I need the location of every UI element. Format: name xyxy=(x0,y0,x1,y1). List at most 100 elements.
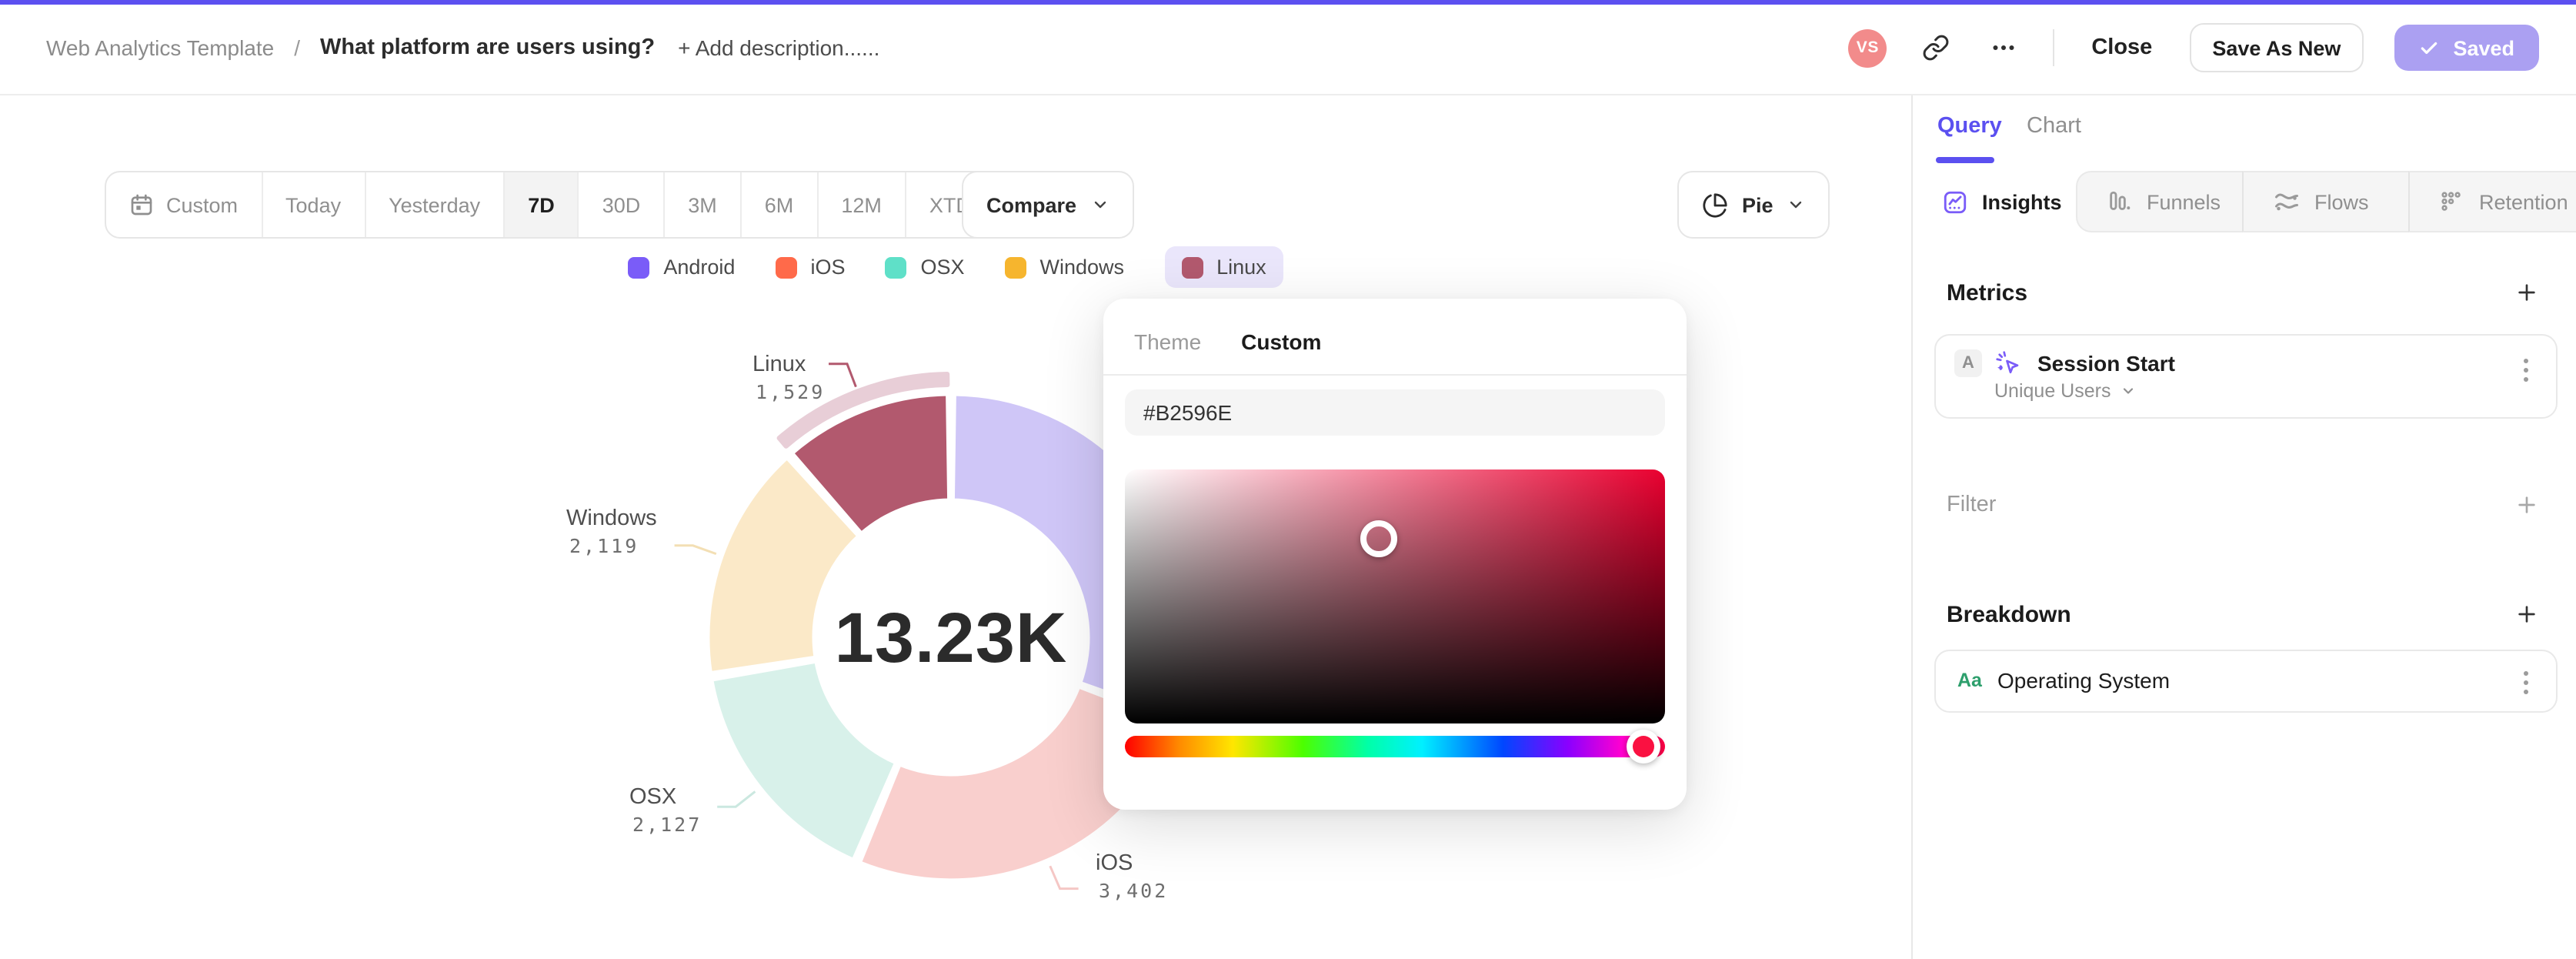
date-range-7d[interactable]: 7D xyxy=(503,172,578,237)
date-range-custom[interactable]: Custom xyxy=(106,172,261,237)
funnels-icon xyxy=(2107,189,2133,215)
add-description-button[interactable]: + Add description...... xyxy=(678,35,880,60)
label-leader-line xyxy=(1049,865,1079,890)
slice-label-name: iOS xyxy=(1096,851,1133,876)
hue-slider[interactable] xyxy=(1125,730,1665,764)
slice-label-windows: Windows 2,119 xyxy=(566,505,657,560)
date-range-label: Today xyxy=(285,193,342,216)
compare-button[interactable]: Compare xyxy=(962,171,1134,239)
saturation-cursor[interactable] xyxy=(1360,520,1397,557)
add-breakdown-button[interactable] xyxy=(2511,599,2542,630)
picker-divider xyxy=(1103,374,1687,376)
metrics-heading: Metrics xyxy=(1947,279,2028,306)
share-link-button[interactable] xyxy=(1917,29,1954,66)
tab-chart[interactable]: Chart xyxy=(2027,114,2081,139)
chart-legend: Android iOS OSX Windows Linux xyxy=(0,246,1911,288)
breakdown-label: Operating System xyxy=(1997,668,2171,693)
date-range-label: 6M xyxy=(764,193,794,216)
pie-slice-ios[interactable] xyxy=(857,684,1180,883)
breakdown-row: Aa Operating System xyxy=(1936,651,2556,693)
saturation-area[interactable] xyxy=(1125,469,1665,723)
date-range-6m[interactable]: 6M xyxy=(739,172,817,237)
legend-item-windows[interactable]: Windows xyxy=(1004,256,1125,279)
color-picker-tabs: Theme Custom xyxy=(1103,299,1687,374)
chevron-down-icon xyxy=(1787,195,1806,214)
tab-custom[interactable]: Custom xyxy=(1241,329,1322,354)
pie-slice-windows[interactable] xyxy=(706,456,861,676)
breakdown-card[interactable]: Aa Operating System xyxy=(1934,650,2558,713)
pie-slice-osx[interactable] xyxy=(709,659,899,862)
slice-label-osx: OSX 2,127 xyxy=(629,784,702,839)
link-icon xyxy=(1922,34,1950,62)
label-leader-line xyxy=(674,544,717,556)
insights-icon xyxy=(1942,189,1968,215)
mode-tab-retention[interactable]: Retention xyxy=(2408,171,2576,232)
date-range-control: Custom Today Yesterday 7D 30D 3M 6M 12M XTD xyxy=(105,171,1025,239)
chart-panel: Custom Today Yesterday 7D 30D 3M 6M 12M XTD Comp… xyxy=(0,95,1911,959)
flows-icon xyxy=(2273,188,2301,216)
hue-slider-handle[interactable] xyxy=(1626,730,1660,764)
close-button[interactable]: Close xyxy=(2091,35,2153,60)
cursor-click-icon xyxy=(1994,349,2022,377)
legend-swatch xyxy=(885,256,907,278)
date-range-label: Yesterday xyxy=(389,193,481,216)
slice-label-name: OSX xyxy=(629,785,677,810)
date-range-today[interactable]: Today xyxy=(261,172,364,237)
mode-tab-label: Insights xyxy=(1982,190,2062,213)
mode-tab-insights[interactable]: Insights xyxy=(1913,171,2076,232)
date-range-30d[interactable]: 30D xyxy=(577,172,664,237)
insight-mode-strip: Insights Funnels Flows Retention xyxy=(1913,171,2576,232)
query-sidebar: Query Chart Insights Funnels Flows Retentio… xyxy=(1911,95,2576,959)
date-range-3m[interactable]: 3M xyxy=(663,172,740,237)
mode-tab-label: Retention xyxy=(2479,190,2568,213)
date-range-label: 30D xyxy=(602,193,641,216)
page-title[interactable]: What platform are users using? xyxy=(320,35,656,60)
breadcrumb-root[interactable]: Web Analytics Template xyxy=(46,35,275,60)
legend-item-ios[interactable]: iOS xyxy=(775,256,846,279)
breadcrumb: Web Analytics Template / What platform a… xyxy=(46,0,879,95)
active-tab-underline xyxy=(1936,157,1994,163)
legend-label: Windows xyxy=(1039,256,1125,279)
chart-type-button[interactable]: Pie xyxy=(1677,171,1830,239)
tab-query[interactable]: Query xyxy=(1937,114,2002,139)
metric-aggregation-dropdown[interactable]: Unique Users xyxy=(1936,377,2556,402)
breakdown-section-header: Breakdown xyxy=(1947,599,2542,630)
calendar-icon xyxy=(129,192,154,217)
topbar-divider xyxy=(2053,29,2055,66)
metric-menu-button[interactable] xyxy=(2513,354,2538,385)
topbar-actions: VS Close Save As New Saved xyxy=(1848,0,2539,95)
chart-type-label: Pie xyxy=(1742,193,1774,216)
legend-label: Linux xyxy=(1216,256,1266,279)
mode-tab-flows[interactable]: Flows xyxy=(2242,171,2408,232)
avatar[interactable]: VS xyxy=(1848,28,1887,67)
add-filter-button[interactable] xyxy=(2511,490,2542,520)
date-range-12m[interactable]: 12M xyxy=(816,172,905,237)
legend-item-android[interactable]: Android xyxy=(628,256,735,279)
add-metric-button[interactable] xyxy=(2511,277,2542,308)
chevron-down-icon xyxy=(1090,195,1109,214)
saved-button-label: Saved xyxy=(2453,36,2514,59)
saved-button[interactable]: Saved xyxy=(2394,25,2539,71)
hex-color-input[interactable] xyxy=(1125,389,1665,436)
chevron-down-icon xyxy=(2120,383,2135,399)
legend-item-linux[interactable]: Linux xyxy=(1164,246,1283,288)
label-leader-line xyxy=(717,790,756,808)
tab-theme[interactable]: Theme xyxy=(1134,329,1202,354)
breakdown-heading: Breakdown xyxy=(1947,601,2071,627)
metric-card[interactable]: A Session Start Unique Users xyxy=(1934,334,2558,419)
breakdown-menu-button[interactable] xyxy=(2513,667,2538,697)
slice-label-name: Linux xyxy=(752,353,806,377)
retention-icon xyxy=(2439,189,2465,215)
legend-item-osx[interactable]: OSX xyxy=(885,256,965,279)
slice-label-value: 2,119 xyxy=(569,534,639,557)
slice-label-value: 1,529 xyxy=(756,380,826,403)
save-as-new-button[interactable]: Save As New xyxy=(2189,23,2364,72)
date-range-label: 12M xyxy=(841,193,882,216)
mode-tab-funnels[interactable]: Funnels xyxy=(2076,171,2242,232)
pie-slice-linux[interactable] xyxy=(789,392,952,536)
legend-swatch xyxy=(1004,256,1026,278)
series-letter-badge: A xyxy=(1954,349,1982,377)
more-options-button[interactable] xyxy=(1985,29,2022,66)
date-range-yesterday[interactable]: Yesterday xyxy=(364,172,503,237)
accent-top-line xyxy=(0,0,2576,5)
